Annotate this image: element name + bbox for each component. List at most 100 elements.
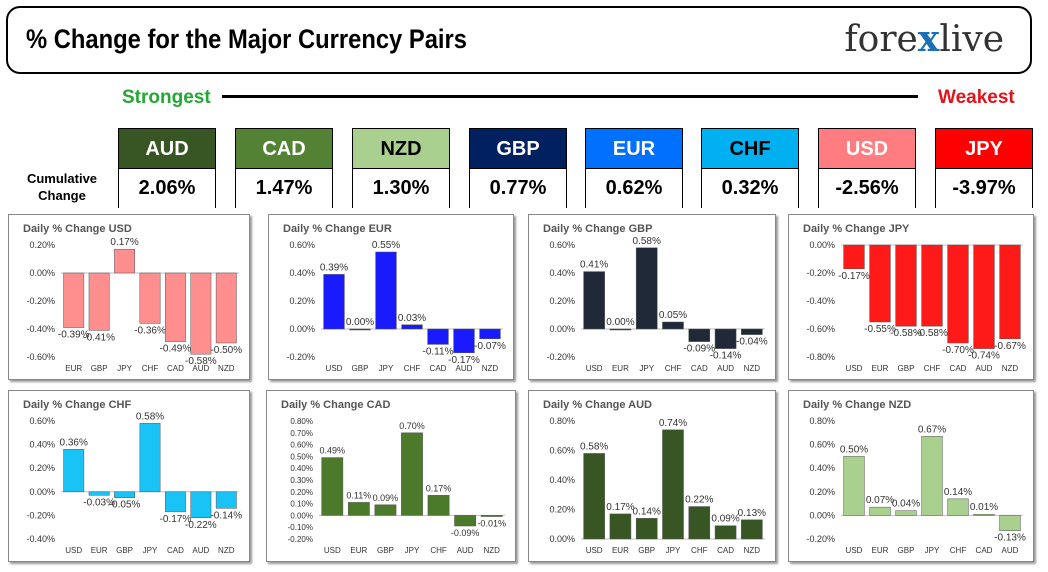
y-tick-label: -0.20% bbox=[546, 352, 575, 362]
data-label: 0.05% bbox=[659, 310, 687, 321]
bar-usd bbox=[323, 274, 345, 330]
category-label: GBP bbox=[898, 546, 915, 555]
bar-usd bbox=[321, 457, 344, 516]
category-label: EUR bbox=[612, 364, 629, 373]
chart-title: Daily % Change GBP bbox=[543, 223, 653, 235]
bar-eur bbox=[609, 328, 632, 331]
data-label: 0.14% bbox=[944, 487, 972, 498]
data-label: -0.11% bbox=[423, 346, 454, 357]
data-label: -0.14% bbox=[710, 351, 742, 362]
bar-cad bbox=[714, 525, 737, 540]
bar-nzd bbox=[215, 491, 237, 509]
y-tick-label: 0.20% bbox=[29, 240, 55, 250]
data-label: 0.09% bbox=[373, 493, 399, 503]
category-label: CHF bbox=[665, 364, 682, 373]
y-tick-label: 0.70% bbox=[290, 429, 313, 438]
currency-name: AUD bbox=[119, 129, 215, 169]
y-tick-label: -0.20% bbox=[26, 510, 55, 520]
data-label: 0.58% bbox=[580, 441, 608, 452]
data-label: 0.00% bbox=[606, 317, 634, 328]
bar-aud bbox=[973, 244, 995, 349]
bar-usd bbox=[843, 456, 865, 516]
data-label: -0.67% bbox=[994, 341, 1026, 352]
category-label: NZD bbox=[744, 546, 761, 555]
data-label: 0.55% bbox=[372, 240, 400, 251]
y-tick-label: 0.00% bbox=[289, 324, 315, 334]
category-label: CHF bbox=[924, 364, 941, 373]
bar-chart: -0.40% -0.20% 0.00% 0.20% 0.40% 0.60% 0.36% USD… bbox=[26, 411, 242, 555]
bar-cad bbox=[427, 328, 449, 345]
currency-cumulative-value: -2.56% bbox=[819, 169, 915, 208]
data-label: -0.55% bbox=[864, 324, 896, 335]
y-tick-label: 0.20% bbox=[29, 463, 55, 473]
category-label: USD bbox=[586, 546, 603, 555]
category-label: GBP bbox=[352, 364, 369, 373]
data-label: -0.58% bbox=[890, 328, 922, 339]
currency-cumulative-value: 0.62% bbox=[586, 169, 682, 208]
y-tick-label: 0.20% bbox=[549, 505, 575, 515]
currency-box-aud: AUD 2.06% bbox=[118, 128, 216, 208]
category-label: AUD bbox=[457, 546, 474, 555]
bar-gbp bbox=[635, 518, 658, 540]
category-label: EUR bbox=[91, 546, 108, 555]
category-label: NZD bbox=[482, 364, 499, 373]
y-tick-label: -0.20% bbox=[26, 296, 55, 306]
bar-chf bbox=[427, 495, 450, 516]
chart-title: Daily % Change NZD bbox=[803, 399, 912, 411]
currency-name: USD bbox=[819, 129, 915, 169]
data-label: 0.01% bbox=[970, 502, 998, 513]
y-tick-label: -0.20% bbox=[806, 268, 835, 278]
data-label: 0.41% bbox=[580, 260, 608, 271]
bar-eur bbox=[88, 491, 110, 496]
category-label: CAD bbox=[717, 546, 734, 555]
category-label: GBP bbox=[377, 546, 394, 555]
cumulative-change-label: Cumulative Change bbox=[18, 170, 106, 204]
y-tick-label: 0.60% bbox=[809, 440, 835, 450]
category-label: NZD bbox=[218, 546, 235, 555]
y-tick-label: 0.00% bbox=[29, 487, 55, 497]
currency-cumulative-value: -3.97% bbox=[936, 169, 1032, 208]
y-tick-label: 0.40% bbox=[809, 463, 835, 473]
bar-aud bbox=[999, 515, 1021, 531]
data-label: -0.50% bbox=[210, 345, 242, 356]
y-tick-label: 0.00% bbox=[549, 324, 575, 334]
y-tick-label: 0.60% bbox=[549, 240, 575, 250]
category-label: USD bbox=[65, 546, 82, 555]
y-tick-label: 0.00% bbox=[809, 510, 835, 520]
chart-panel-2: Daily % Change EUR -0.20% 0.00% 0.20% 0.40% 0… bbox=[268, 214, 514, 380]
y-tick-label: 0.80% bbox=[549, 416, 575, 426]
bar-nzd bbox=[215, 272, 237, 344]
logo-x: x bbox=[917, 18, 940, 60]
category-label: EUR bbox=[65, 364, 82, 373]
bar-gbp bbox=[349, 328, 371, 331]
y-tick-label: 0.80% bbox=[809, 416, 835, 426]
bar-chart: -0.80% -0.60% -0.40% -0.20% 0.00% -0.17% USD -0… bbox=[806, 240, 1026, 373]
category-label: USD bbox=[586, 364, 603, 373]
chart-title: Daily % Change AUD bbox=[543, 399, 653, 411]
data-label: -0.17% bbox=[838, 271, 870, 282]
bar-chf bbox=[688, 506, 711, 540]
y-tick-label: 0.40% bbox=[549, 475, 575, 485]
bar-gbp bbox=[895, 244, 917, 327]
data-label: -0.01% bbox=[477, 519, 506, 529]
data-label: 0.17% bbox=[110, 237, 138, 248]
category-label: NZD bbox=[1002, 364, 1019, 373]
data-label: 0.03% bbox=[398, 313, 426, 324]
data-label: 0.70% bbox=[399, 421, 425, 431]
data-label: 0.67% bbox=[918, 424, 946, 435]
data-label: -0.09% bbox=[451, 528, 480, 538]
category-label: CAD bbox=[691, 364, 708, 373]
cumulative-label-line1: Cumulative bbox=[26, 171, 98, 186]
currency-cumulative-value: 2.06% bbox=[119, 169, 215, 208]
y-tick-label: 0.10% bbox=[290, 500, 313, 509]
currency-box-cad: CAD 1.47% bbox=[235, 128, 333, 208]
y-tick-label: -0.60% bbox=[26, 352, 55, 362]
bar-nzd bbox=[480, 515, 503, 517]
y-tick-label: -0.20% bbox=[288, 535, 313, 544]
data-label: 0.07% bbox=[866, 495, 894, 506]
y-tick-label: -0.40% bbox=[26, 324, 55, 334]
category-label: NZD bbox=[744, 364, 761, 373]
chart-panel-8: Daily % Change NZD -0.20% 0.00% 0.20% 0.40% 0… bbox=[788, 390, 1034, 562]
bar-usd bbox=[583, 453, 605, 540]
y-tick-label: 0.20% bbox=[549, 296, 575, 306]
